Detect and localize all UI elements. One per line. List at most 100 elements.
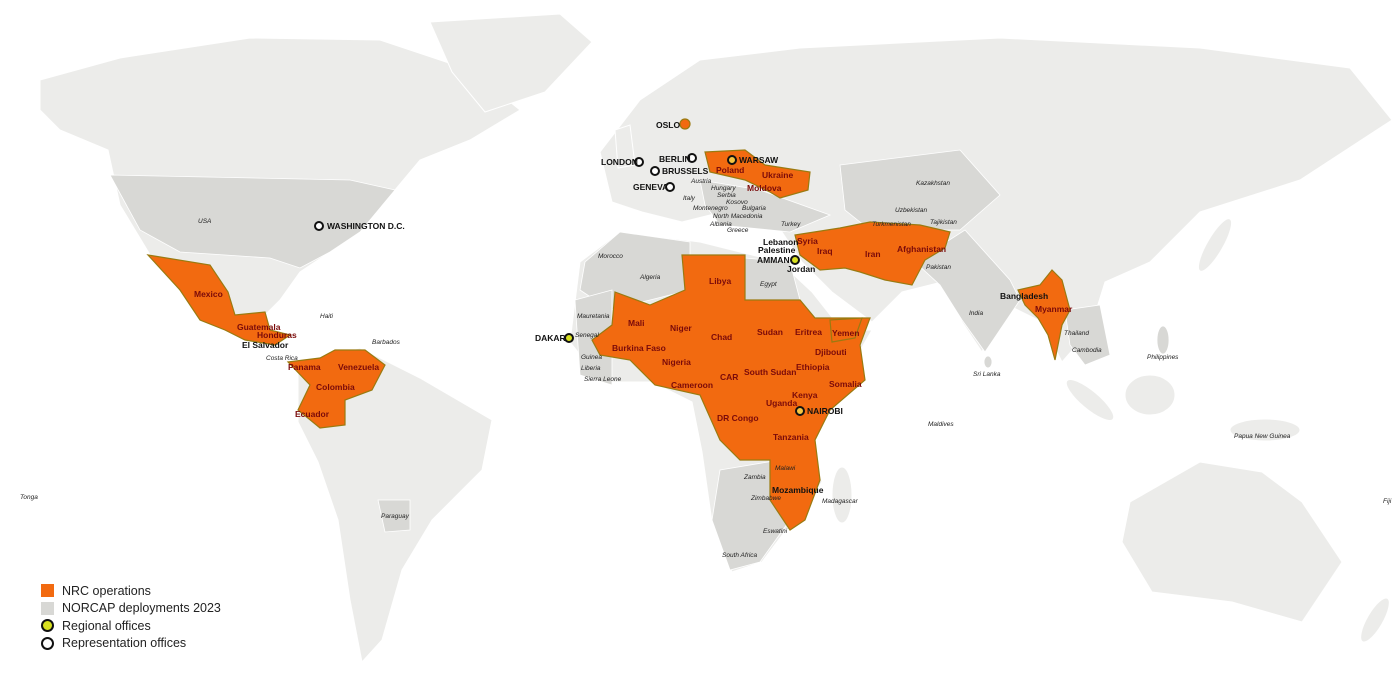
country-label-uzbekistan: Uzbekistan xyxy=(895,207,928,214)
country-label-austria: Austria xyxy=(690,178,712,185)
south-asia-shape xyxy=(914,229,1021,353)
country-label-maldives: Maldives xyxy=(928,421,954,428)
balkans-turkey-shape xyxy=(699,179,832,233)
office-geneva[interactable]: GENEVA xyxy=(633,182,675,192)
office-oslo[interactable]: OSLO xyxy=(656,120,680,130)
country-label-syria: Syria xyxy=(797,236,818,246)
country-label-niger: Niger xyxy=(670,323,692,333)
country-label-egypt: Egypt xyxy=(760,281,778,288)
office-dakar[interactable]: DAKAR xyxy=(535,333,574,343)
country-label-south-africa: South Africa xyxy=(722,552,758,559)
country-label-venezuela: Venezuela xyxy=(338,362,379,372)
office-amman[interactable]: AMMAN xyxy=(757,255,800,265)
regional-office-icon xyxy=(790,255,800,265)
offices-layer: OSLO LONDON BERLIN BRUSSELS GENEVA WARSA… xyxy=(314,120,843,416)
office-brussels[interactable]: BRUSSELS xyxy=(650,166,709,176)
country-label-paraguay: Paraguay xyxy=(381,513,410,520)
country-label-pakistan: Pakistan xyxy=(926,264,951,271)
country-label-usa: USA xyxy=(198,218,211,225)
regional-office-icon xyxy=(41,619,54,633)
office-warsaw[interactable]: WARSAW xyxy=(727,155,779,165)
country-label-sri-lanka: Sri Lanka xyxy=(973,371,1001,378)
country-label-sudan: Sudan xyxy=(757,327,783,337)
country-label-ukraine: Ukraine xyxy=(762,170,793,180)
country-label-iraq: Iraq xyxy=(817,246,833,256)
country-label-hungary: Hungary xyxy=(711,185,736,192)
office-label: BERLIN xyxy=(659,154,691,164)
office-label: NAIROBI xyxy=(807,406,843,416)
middle-east-shape xyxy=(794,221,951,286)
country-label-moldova: Moldova xyxy=(747,183,782,193)
office-label: OSLO xyxy=(656,120,680,130)
legend-item-regional: Regional offices xyxy=(41,617,221,635)
myanmar-bangladesh-shape xyxy=(1017,269,1071,361)
office-london[interactable]: LONDON xyxy=(601,157,644,167)
country-label-yemen: Yemen xyxy=(832,328,859,338)
country-label-tanzania: Tanzania xyxy=(773,432,809,442)
legend-label: NRC operations xyxy=(62,583,151,598)
country-label-morocco: Morocco xyxy=(598,253,623,260)
country-label-bangladesh: Bangladesh xyxy=(1000,291,1048,301)
norcap-layer xyxy=(109,149,1170,571)
legend-item-norcap: NORCAP deployments 2023 xyxy=(41,600,221,618)
country-label-barbados: Barbados xyxy=(372,339,401,346)
country-label-liberia: Liberia xyxy=(581,365,601,372)
country-label-algeria: Algeria xyxy=(639,274,661,281)
office-label: AMMAN xyxy=(757,255,790,265)
country-label-zimbabwe: Zimbabwe xyxy=(750,495,781,502)
legend-item-nrc: NRC operations xyxy=(41,582,221,600)
country-label-colombia: Colombia xyxy=(316,382,355,392)
country-label-greece: Greece xyxy=(727,227,749,234)
representation-office-icon xyxy=(650,166,660,176)
country-label-uganda: Uganda xyxy=(766,398,797,408)
office-label: WARSAW xyxy=(739,155,779,165)
country-label-lebanon: Lebanon xyxy=(763,237,798,247)
country-label-mexico: Mexico xyxy=(194,289,223,299)
country-label-south-sudan: South Sudan xyxy=(744,367,796,377)
country-label-papua-new-guinea: Papua New Guinea xyxy=(1234,433,1291,440)
country-label-kenya: Kenya xyxy=(792,390,818,400)
country-label-palestine: Palestine xyxy=(758,245,796,255)
madagascar xyxy=(831,466,853,524)
office-nairobi[interactable]: NAIROBI xyxy=(795,406,843,416)
sri-lanka-shape xyxy=(983,355,993,369)
representation-office-icon xyxy=(665,182,675,192)
country-label-turkey: Turkey xyxy=(781,221,801,228)
legend-label: Regional offices xyxy=(62,618,151,633)
country-label-fiji: Fiji xyxy=(1383,498,1392,505)
australia xyxy=(1121,461,1343,623)
country-label-iran: Iran xyxy=(865,249,881,259)
country-label-philippines: Philippines xyxy=(1147,354,1179,361)
country-label-eritrea: Eritrea xyxy=(795,327,822,337)
country-label-mali: Mali xyxy=(628,318,645,328)
country-label-chad: Chad xyxy=(711,332,732,342)
mexico-shape xyxy=(146,254,292,346)
country-label-thailand: Thailand xyxy=(1064,330,1089,337)
country-label-mozambique: Mozambique xyxy=(772,485,824,495)
representation-office-icon xyxy=(634,157,644,167)
country-label-serbia: Serbia xyxy=(717,192,736,199)
country-label-el-salvador: El Salvador xyxy=(242,340,289,350)
office-berlin[interactable]: BERLIN xyxy=(659,153,697,164)
country-label-guatemala: Guatemala xyxy=(237,322,281,332)
regional-office-icon xyxy=(727,155,737,165)
norcap-swatch xyxy=(41,601,54,615)
regional-office-icon xyxy=(564,333,574,343)
legend: NRC operations NORCAP deployments 2023 R… xyxy=(41,582,221,652)
indochina-shape xyxy=(1064,304,1111,366)
nrc-swatch xyxy=(41,584,54,598)
country-label-albania: Albania xyxy=(709,221,732,228)
country-label-honduras: Honduras xyxy=(257,330,297,340)
office-label: DAKAR xyxy=(535,333,566,343)
office-washington[interactable]: WASHINGTON D.C. xyxy=(314,221,405,231)
country-label-eswatini: Eswatini xyxy=(763,528,788,535)
country-label-cambodia: Cambodia xyxy=(1072,347,1102,354)
country-label-bulgaria: Bulgaria xyxy=(742,205,766,212)
country-label-italy: Italy xyxy=(683,195,696,202)
country-label-north-macedonia: North Macedonia xyxy=(713,213,763,220)
country-label-sierra-leone: Sierra Leone xyxy=(584,376,622,383)
representation-office-icon xyxy=(41,636,54,650)
africa-nrc-shape xyxy=(591,254,871,531)
